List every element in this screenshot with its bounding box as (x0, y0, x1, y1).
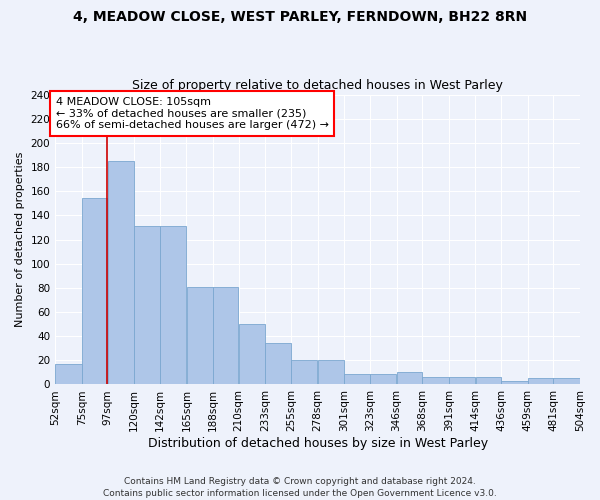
Bar (291, 360, 317, 384)
Bar (239, 324, 265, 384)
Bar (213, 286, 238, 384)
Bar (476, 377, 501, 384)
Bar (344, 374, 370, 384)
Bar (422, 377, 449, 384)
Bar (265, 344, 291, 384)
Bar (82, 198, 107, 384)
Bar (318, 360, 344, 384)
Bar (449, 377, 475, 384)
Bar (160, 226, 186, 384)
Bar (501, 381, 527, 384)
Text: Contains HM Land Registry data © Crown copyright and database right 2024.
Contai: Contains HM Land Registry data © Crown c… (103, 476, 497, 498)
Bar (528, 378, 553, 384)
Title: Size of property relative to detached houses in West Parley: Size of property relative to detached ho… (132, 79, 503, 92)
Bar (134, 226, 160, 384)
Bar (370, 374, 397, 384)
X-axis label: Distribution of detached houses by size in West Parley: Distribution of detached houses by size … (148, 437, 488, 450)
Bar (397, 372, 422, 384)
Text: 4, MEADOW CLOSE, WEST PARLEY, FERNDOWN, BH22 8RN: 4, MEADOW CLOSE, WEST PARLEY, FERNDOWN, … (73, 10, 527, 24)
Y-axis label: Number of detached properties: Number of detached properties (15, 152, 25, 327)
Bar (107, 161, 134, 384)
Bar (553, 378, 580, 384)
Text: 4 MEADOW CLOSE: 105sqm
← 33% of detached houses are smaller (235)
66% of semi-de: 4 MEADOW CLOSE: 105sqm ← 33% of detached… (56, 97, 329, 130)
Bar (55, 364, 82, 384)
Bar (187, 286, 213, 384)
